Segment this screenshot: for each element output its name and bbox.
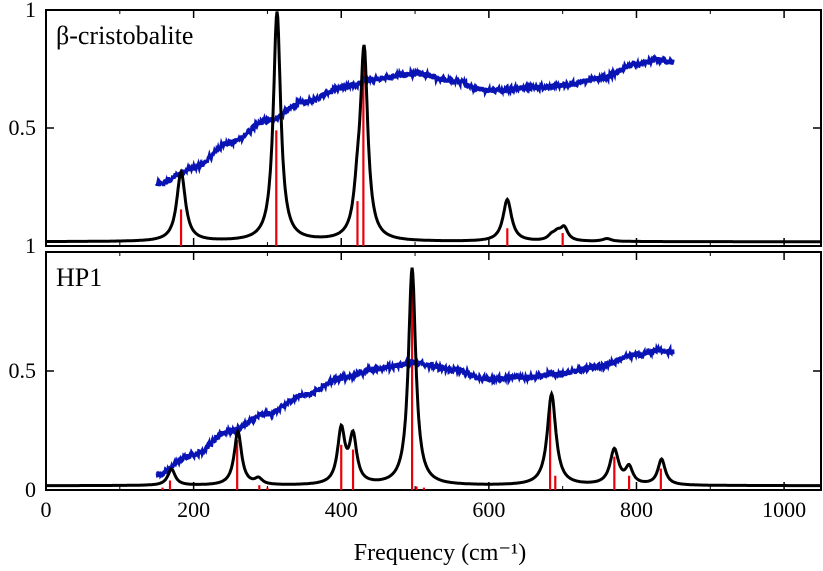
y-tick-label: 1 [25,233,36,258]
y-tick-label: 0 [25,477,36,502]
x-tick-label: 1000 [762,497,806,522]
panel-hp1: 0 200 400 600 800 1000 0 0.5 HP1 [9,251,822,522]
y-tick-label: 1 [25,0,36,22]
panel-title: HP1 [56,263,102,292]
panel-title: β-cristobalite [56,21,193,50]
computed-spectrum [46,267,821,488]
x-axis-label: Frequency (cm⁻¹) [354,540,526,566]
x-tick-label: 800 [620,497,653,522]
experimental-spectrum [155,53,675,187]
x-tick-label: 200 [177,497,210,522]
computed-spectrum [46,11,821,244]
panel-beta-cristobalite: 1 0.5 1 β-cristobalite [9,0,822,258]
y-tick-label: 0.5 [9,358,37,383]
x-tick-label: 0 [41,497,52,522]
x-tick-label: 600 [472,497,505,522]
x-tick-label: 400 [325,497,358,522]
y-tick-label: 0.5 [9,115,37,140]
